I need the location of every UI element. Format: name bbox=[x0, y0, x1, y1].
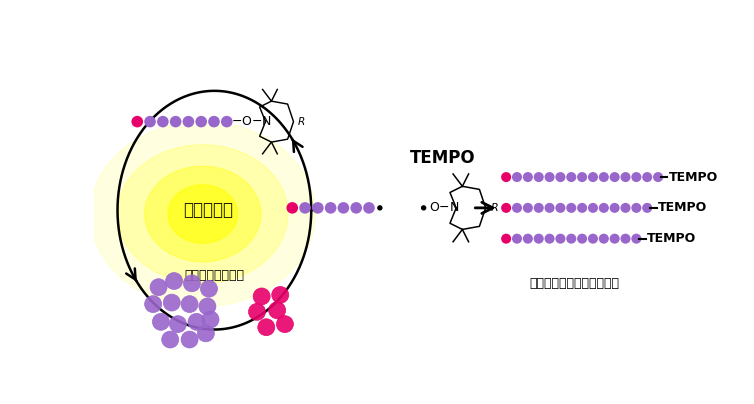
Circle shape bbox=[544, 234, 555, 244]
Ellipse shape bbox=[118, 145, 288, 283]
Circle shape bbox=[523, 234, 533, 244]
Circle shape bbox=[512, 234, 522, 244]
Circle shape bbox=[599, 172, 608, 182]
Circle shape bbox=[534, 203, 544, 213]
Circle shape bbox=[166, 273, 182, 290]
Circle shape bbox=[621, 172, 630, 182]
Circle shape bbox=[271, 286, 289, 303]
Ellipse shape bbox=[145, 166, 261, 262]
Text: O$-$N: O$-$N bbox=[429, 201, 459, 215]
Circle shape bbox=[577, 172, 587, 182]
Text: TEMPO: TEMPO bbox=[669, 170, 718, 183]
Circle shape bbox=[277, 316, 293, 332]
Circle shape bbox=[183, 275, 201, 292]
Circle shape bbox=[544, 203, 555, 213]
Circle shape bbox=[145, 296, 161, 313]
Circle shape bbox=[144, 116, 156, 127]
Circle shape bbox=[599, 203, 608, 213]
Circle shape bbox=[181, 331, 198, 348]
Text: TEMPO: TEMPO bbox=[658, 201, 707, 215]
Circle shape bbox=[201, 280, 217, 297]
Circle shape bbox=[150, 279, 167, 296]
Circle shape bbox=[556, 203, 566, 213]
Circle shape bbox=[338, 202, 349, 214]
Circle shape bbox=[195, 116, 207, 127]
Circle shape bbox=[631, 234, 642, 244]
Circle shape bbox=[556, 234, 566, 244]
Circle shape bbox=[258, 319, 274, 336]
Circle shape bbox=[566, 172, 576, 182]
Circle shape bbox=[577, 203, 587, 213]
Text: モノマー＋開始剤: モノマー＋開始剤 bbox=[185, 269, 244, 282]
Circle shape bbox=[351, 202, 362, 214]
Circle shape bbox=[188, 314, 205, 330]
Text: R: R bbox=[490, 203, 498, 213]
Text: 分子量の制御された高分子: 分子量の制御された高分子 bbox=[530, 277, 620, 290]
Ellipse shape bbox=[168, 185, 238, 243]
Circle shape bbox=[253, 288, 270, 305]
Circle shape bbox=[501, 172, 511, 182]
Text: $-$O$-$N: $-$O$-$N bbox=[231, 115, 271, 128]
Circle shape bbox=[202, 311, 219, 328]
Text: R: R bbox=[298, 117, 305, 126]
Circle shape bbox=[621, 203, 630, 213]
Circle shape bbox=[182, 116, 195, 127]
Circle shape bbox=[199, 298, 216, 315]
Circle shape bbox=[287, 202, 298, 214]
Circle shape bbox=[157, 116, 169, 127]
Circle shape bbox=[642, 172, 652, 182]
Circle shape bbox=[421, 205, 426, 210]
Circle shape bbox=[152, 314, 170, 330]
Text: TEMPO: TEMPO bbox=[410, 149, 476, 167]
Circle shape bbox=[588, 203, 598, 213]
Circle shape bbox=[363, 202, 375, 214]
Circle shape bbox=[642, 203, 652, 213]
Circle shape bbox=[621, 234, 630, 244]
Circle shape bbox=[325, 202, 336, 214]
Circle shape bbox=[170, 316, 186, 332]
Circle shape bbox=[512, 203, 522, 213]
Circle shape bbox=[588, 234, 598, 244]
Circle shape bbox=[170, 116, 182, 127]
Circle shape bbox=[599, 234, 608, 244]
Circle shape bbox=[610, 234, 620, 244]
Circle shape bbox=[377, 205, 382, 210]
Circle shape bbox=[512, 172, 522, 182]
Circle shape bbox=[198, 325, 214, 342]
Circle shape bbox=[610, 172, 620, 182]
Circle shape bbox=[653, 172, 663, 182]
Text: 光励起状態: 光励起状態 bbox=[183, 201, 233, 219]
Circle shape bbox=[249, 303, 265, 320]
Circle shape bbox=[501, 234, 511, 244]
Ellipse shape bbox=[90, 122, 315, 306]
Circle shape bbox=[631, 203, 642, 213]
Circle shape bbox=[577, 234, 587, 244]
Circle shape bbox=[556, 172, 566, 182]
Circle shape bbox=[161, 331, 179, 348]
Circle shape bbox=[588, 172, 598, 182]
Circle shape bbox=[534, 234, 544, 244]
Circle shape bbox=[181, 296, 198, 313]
Circle shape bbox=[221, 116, 232, 127]
Circle shape bbox=[163, 294, 180, 311]
Circle shape bbox=[312, 202, 323, 214]
Circle shape bbox=[610, 203, 620, 213]
Circle shape bbox=[268, 302, 286, 319]
Circle shape bbox=[631, 172, 642, 182]
Circle shape bbox=[131, 116, 143, 127]
Circle shape bbox=[523, 172, 533, 182]
Circle shape bbox=[566, 234, 576, 244]
Circle shape bbox=[566, 203, 576, 213]
Circle shape bbox=[534, 172, 544, 182]
Circle shape bbox=[299, 202, 311, 214]
Circle shape bbox=[544, 172, 555, 182]
Circle shape bbox=[208, 116, 220, 127]
Circle shape bbox=[523, 203, 533, 213]
Text: TEMPO: TEMPO bbox=[647, 232, 697, 245]
Circle shape bbox=[501, 203, 511, 213]
